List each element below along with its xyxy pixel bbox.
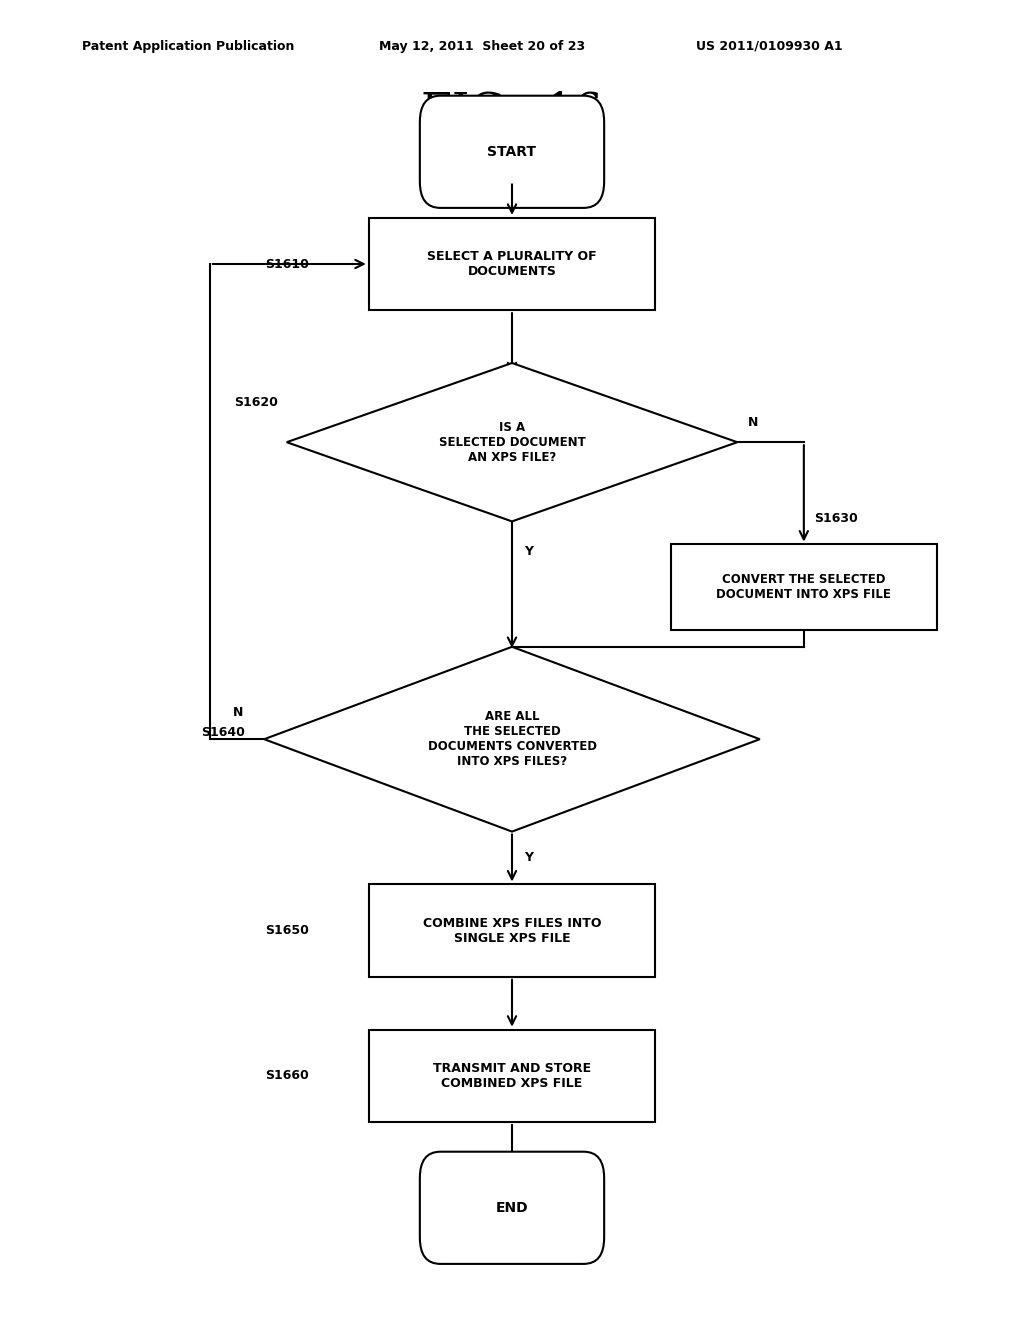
Polygon shape [264,647,760,832]
Text: US 2011/0109930 A1: US 2011/0109930 A1 [696,40,843,53]
Bar [369,218,655,310]
Text: N: N [233,706,244,719]
Text: SELECT A PLURALITY OF
DOCUMENTS: SELECT A PLURALITY OF DOCUMENTS [427,249,597,279]
Text: S1640: S1640 [202,726,245,739]
Text: CONVERT THE SELECTED
DOCUMENT INTO XPS FILE: CONVERT THE SELECTED DOCUMENT INTO XPS F… [717,573,891,602]
Polygon shape [287,363,737,521]
Text: FIG.  16: FIG. 16 [421,91,603,133]
Text: S1610: S1610 [265,257,308,271]
Text: END: END [496,1201,528,1214]
Text: Y: Y [524,545,534,558]
Bar [671,544,937,630]
Bar [369,884,655,977]
Text: TRANSMIT AND STORE
COMBINED XPS FILE: TRANSMIT AND STORE COMBINED XPS FILE [433,1061,591,1090]
Text: S1650: S1650 [265,924,308,937]
Text: May 12, 2011  Sheet 20 of 23: May 12, 2011 Sheet 20 of 23 [379,40,585,53]
Text: IS A
SELECTED DOCUMENT
AN XPS FILE?: IS A SELECTED DOCUMENT AN XPS FILE? [438,421,586,463]
Text: COMBINE XPS FILES INTO
SINGLE XPS FILE: COMBINE XPS FILES INTO SINGLE XPS FILE [423,916,601,945]
Bar [369,1030,655,1122]
Text: START: START [487,145,537,158]
Text: Y: Y [524,851,534,865]
FancyBboxPatch shape [420,96,604,207]
Text: ARE ALL
THE SELECTED
DOCUMENTS CONVERTED
INTO XPS FILES?: ARE ALL THE SELECTED DOCUMENTS CONVERTED… [427,710,597,768]
Text: S1660: S1660 [265,1069,308,1082]
FancyBboxPatch shape [420,1151,604,1265]
Text: S1620: S1620 [234,396,278,409]
Text: S1630: S1630 [814,512,858,524]
Text: Patent Application Publication: Patent Application Publication [82,40,294,53]
Text: N: N [748,416,758,429]
